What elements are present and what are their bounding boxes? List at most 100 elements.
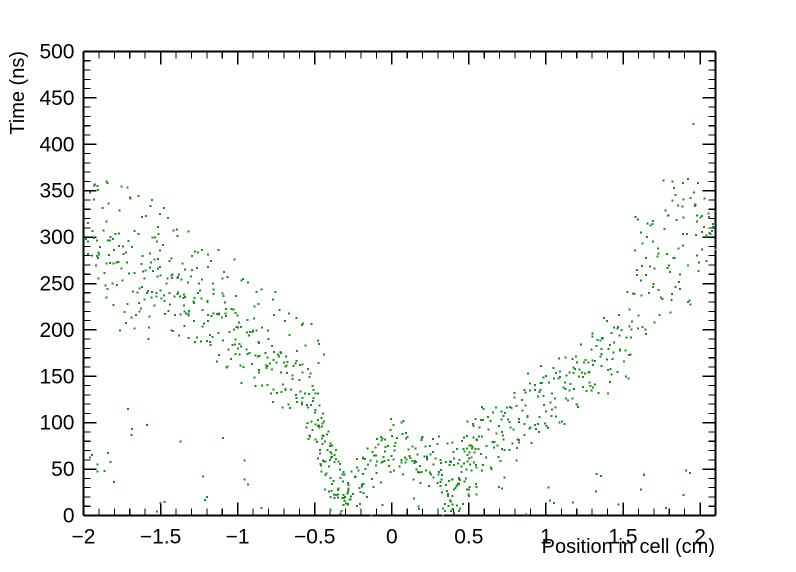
data-point	[319, 448, 321, 451]
data-point	[170, 329, 173, 332]
data-point	[295, 317, 298, 320]
data-point	[307, 392, 310, 395]
data-point	[342, 493, 345, 496]
data-point	[329, 459, 331, 461]
data-point	[486, 416, 489, 419]
data-point	[243, 459, 246, 462]
data-point	[105, 220, 108, 223]
data-point	[197, 251, 199, 254]
data-point	[417, 507, 420, 510]
data-point	[320, 417, 323, 420]
data-point	[536, 422, 539, 425]
data-point	[330, 456, 333, 459]
data-point	[697, 261, 700, 264]
x-tick-label: 0.5	[454, 526, 483, 549]
data-point	[163, 501, 166, 504]
data-point	[548, 381, 551, 384]
data-point	[159, 502, 162, 504]
data-point	[379, 436, 382, 438]
data-point	[346, 490, 349, 493]
data-point	[328, 465, 331, 468]
data-point	[569, 383, 572, 386]
data-point	[679, 273, 682, 276]
data-point	[645, 332, 648, 335]
data-point	[508, 448, 511, 451]
data-point	[391, 434, 394, 437]
data-point	[400, 421, 403, 424]
data-point	[167, 309, 170, 312]
data-point	[448, 480, 451, 483]
data-point	[462, 448, 465, 451]
y-tick-label: 400	[39, 133, 74, 156]
data-point	[685, 469, 688, 472]
data-point	[447, 505, 450, 508]
data-point	[682, 244, 685, 247]
data-point	[408, 455, 411, 458]
data-point	[162, 244, 165, 247]
data-point	[322, 420, 325, 423]
data-point	[697, 270, 700, 273]
data-point	[133, 230, 136, 232]
data-point	[587, 361, 590, 364]
data-point	[177, 291, 180, 294]
data-point	[279, 371, 282, 374]
data-point	[554, 406, 557, 409]
data-point	[470, 456, 473, 459]
data-point	[437, 473, 440, 476]
data-point	[504, 411, 507, 414]
data-point	[210, 260, 212, 263]
data-point	[644, 328, 647, 331]
data-point	[714, 248, 717, 251]
data-point	[503, 476, 506, 479]
data-point	[682, 216, 685, 219]
data-point	[320, 464, 322, 467]
data-point	[207, 313, 210, 316]
data-point	[606, 358, 608, 361]
data-point	[333, 461, 336, 463]
data-point	[184, 312, 187, 315]
data-point	[147, 290, 150, 293]
data-point	[518, 441, 520, 444]
data-point	[275, 361, 278, 364]
data-point	[236, 314, 239, 317]
data-point	[301, 397, 304, 400]
data-point	[699, 216, 702, 219]
data-point	[329, 509, 332, 512]
data-point	[201, 309, 204, 312]
data-point	[581, 376, 584, 379]
data-point	[692, 122, 695, 125]
data-point	[166, 277, 169, 280]
data-point	[273, 351, 276, 353]
data-point	[383, 460, 386, 463]
data-point	[441, 514, 444, 517]
data-point	[653, 267, 656, 270]
data-point	[414, 447, 417, 450]
data-point	[116, 284, 119, 287]
data-point	[150, 199, 153, 201]
data-point	[222, 437, 224, 439]
data-point	[603, 316, 605, 319]
data-point	[304, 392, 307, 395]
data-point	[249, 331, 251, 334]
data-point	[616, 371, 619, 373]
data-point	[207, 320, 209, 322]
data-point	[318, 452, 321, 455]
data-point	[126, 186, 129, 189]
data-point	[310, 420, 313, 423]
data-point	[636, 218, 639, 221]
data-point	[449, 460, 452, 463]
data-point	[451, 503, 454, 506]
data-point	[170, 277, 173, 280]
data-point	[366, 447, 369, 450]
data-point	[91, 254, 94, 257]
data-point	[607, 392, 609, 395]
data-point	[101, 207, 104, 209]
data-point	[534, 388, 537, 391]
data-point	[150, 261, 153, 264]
data-point	[542, 376, 545, 379]
data-point	[330, 483, 333, 485]
data-point	[324, 488, 327, 491]
data-point	[95, 255, 98, 258]
data-point	[148, 315, 151, 318]
data-point	[138, 287, 141, 290]
